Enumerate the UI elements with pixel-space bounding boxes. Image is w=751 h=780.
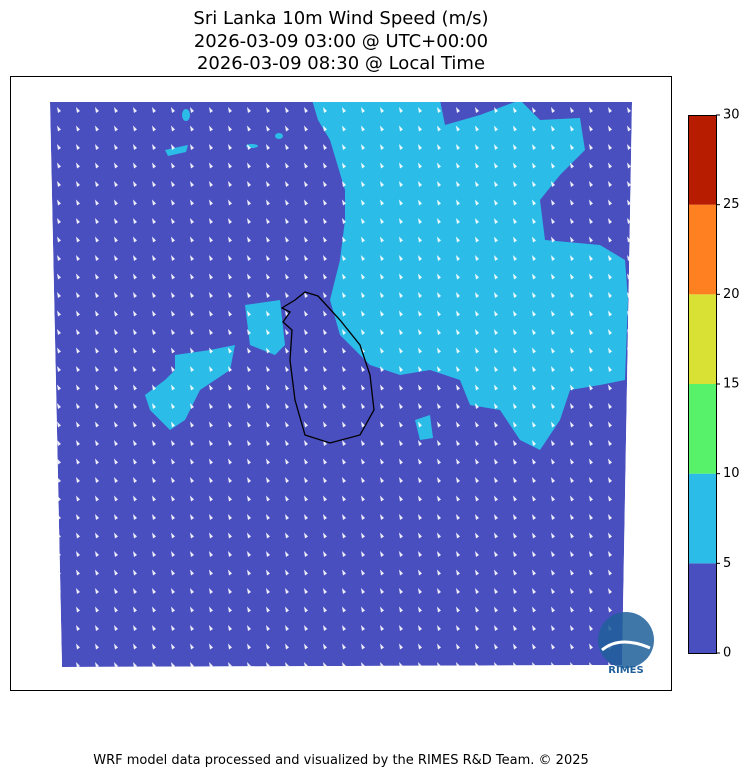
map-frame: [10, 76, 672, 691]
colorbar-tick-label: 25: [723, 197, 740, 212]
colorbar-tick-label: 0: [723, 646, 731, 661]
title-line: Sri Lanka 10m Wind Speed (m/s): [193, 8, 488, 29]
colorbar-segment: [688, 204, 716, 295]
logo: RIMES: [598, 612, 654, 676]
colorbar-tick-label: 20: [723, 287, 740, 302]
colorbar-segment: [688, 473, 716, 564]
title-line: 2026-03-09 03:00 @ UTC+00:00: [194, 31, 488, 52]
wind-field: [50, 102, 632, 667]
colorbar-tick-label: 10: [723, 466, 740, 481]
colorbar-frame: [688, 115, 717, 654]
colorbar-segment: [688, 384, 716, 474]
colorbar-tick-label: 15: [723, 377, 740, 392]
colorbar-segment: [688, 294, 716, 384]
colorbar: 0 5 10 15 20 25 30: [688, 108, 740, 661]
colorbar-segment: [688, 563, 716, 653]
colorbar-tick-label: 30: [723, 108, 740, 123]
colorbar-segment: [688, 115, 716, 205]
wind-arrows: [50, 102, 632, 667]
title-line: 2026-03-09 08:30 @ Local Time: [197, 53, 485, 74]
logo-text: RIMES: [608, 665, 643, 676]
sri-lanka-coastline: [280, 291, 375, 444]
colorbar-tick-label: 5: [723, 556, 731, 571]
footer: WRF model data processed and visualized …: [93, 753, 589, 768]
